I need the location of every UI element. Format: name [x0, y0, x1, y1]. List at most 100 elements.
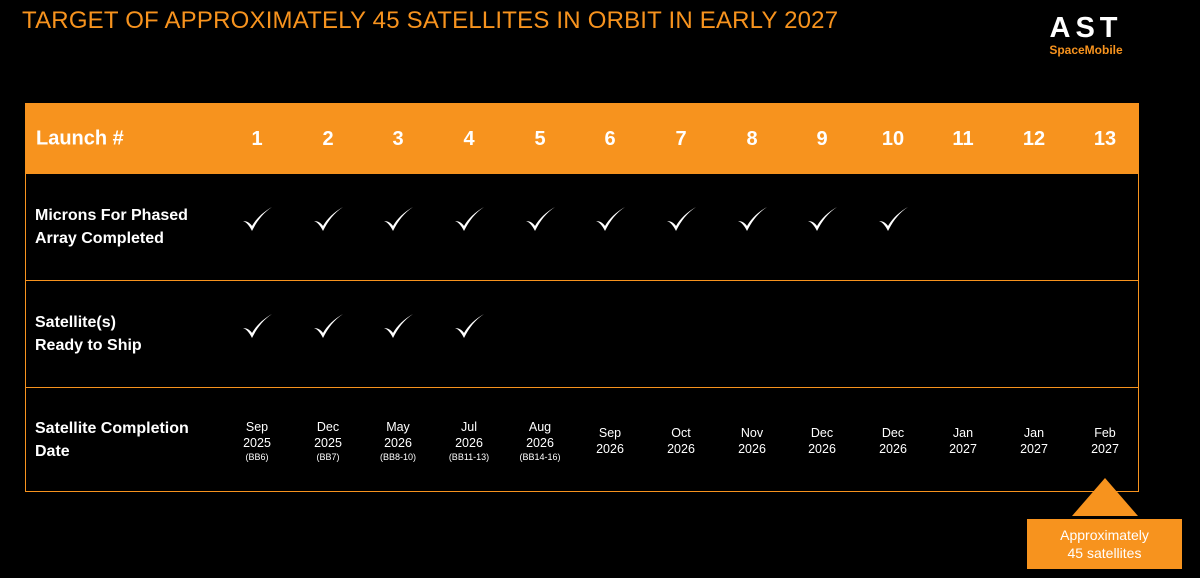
- date-year: 2026: [738, 442, 766, 456]
- launch-number: 1: [251, 127, 263, 150]
- checkmark-icon: [314, 314, 343, 338]
- completion-date-cell: Nov 2026: [717, 387, 787, 493]
- ready-to-ship-row-label: Satellite(s) Ready to Ship: [35, 314, 142, 354]
- launch-number-cell: 5: [505, 104, 575, 174]
- check-cell: [999, 174, 1069, 280]
- ready-to-ship-row: Satellite(s) Ready to Ship: [26, 281, 1138, 388]
- check-cell: [363, 174, 433, 280]
- checkmark-icon: [808, 207, 837, 231]
- launch-number-cell: 8: [717, 104, 787, 174]
- microns-row-label: Microns For Phased Array Completed: [35, 207, 188, 247]
- date-month: Dec: [316, 419, 340, 434]
- approx-satellites-callout: Approximately 45 satellites: [1027, 519, 1182, 569]
- logo-subtitle: SpaceMobile: [1049, 43, 1123, 57]
- launch-number-cell: 2: [293, 104, 363, 174]
- completion-date-cell: Dec 2026: [858, 387, 928, 493]
- launch-number-cell: 1: [222, 104, 292, 174]
- check-cell: [858, 174, 928, 280]
- date-month: Jan: [952, 426, 974, 440]
- completion-date-cell: Dec 2026: [787, 387, 857, 493]
- date-month: Oct: [671, 426, 691, 440]
- completion-date-row: Satellite Completion Date Sep 2025 (BB6) De…: [26, 387, 1138, 493]
- completion-date-cell: Feb 2027: [1070, 387, 1140, 493]
- page-title: TARGET OF APPROXIMATELY 45 SATELLITES IN…: [22, 7, 839, 34]
- date-satellites: (BB14-16): [519, 451, 561, 462]
- completion-date-cell: Sep 2025 (BB6): [222, 387, 292, 493]
- date-year: 2027: [1020, 442, 1048, 456]
- launch-schedule-table: Launch # 1 2 3 4 5 6 7 8 9 10 11 12 13 Microns For P…: [25, 103, 1139, 492]
- launch-header-label: Launch #: [36, 127, 124, 150]
- logo-mark: AST: [1049, 12, 1123, 44]
- launch-number: 13: [1093, 127, 1117, 150]
- date-year: 2026: [596, 442, 624, 456]
- date-month: Jan: [1023, 426, 1045, 440]
- date-year: 2026: [808, 442, 836, 456]
- checkmark-icon: [738, 207, 767, 231]
- check-cell: [1070, 174, 1140, 280]
- microns-row: Microns For Phased Array Completed: [26, 174, 1138, 281]
- date-year: 2026: [879, 442, 907, 456]
- check-cell: [646, 281, 716, 387]
- date-year: 2027: [1091, 442, 1119, 456]
- check-cell: [928, 281, 998, 387]
- checkmark-icon: [667, 207, 696, 231]
- check-cell: [717, 281, 787, 387]
- launch-number: 4: [463, 127, 475, 150]
- checkmark-icon: [455, 314, 484, 338]
- launch-number-cell: 3: [363, 104, 433, 174]
- check-cell: [222, 281, 292, 387]
- header-row: Launch # 1 2 3 4 5 6 7 8 9 10 11 12 13: [26, 104, 1138, 174]
- launch-number: 2: [322, 127, 334, 150]
- check-cell: [505, 281, 575, 387]
- launch-number: 5: [534, 127, 546, 150]
- launch-number-cell: 10: [858, 104, 928, 174]
- check-cell: [787, 281, 857, 387]
- check-cell: [928, 174, 998, 280]
- date-year: 2026: [455, 435, 483, 450]
- launch-number: 3: [392, 127, 404, 150]
- check-cell: [222, 174, 292, 280]
- launch-number-cell: 13: [1070, 104, 1140, 174]
- completion-date-cell: May 2026 (BB8-10): [363, 387, 433, 493]
- launch-number-cell: 4: [434, 104, 504, 174]
- date-satellites: (BB8-10): [379, 451, 416, 462]
- check-cell: [858, 281, 928, 387]
- check-cell: [787, 174, 857, 280]
- check-cell: [575, 281, 645, 387]
- date-year: 2027: [949, 442, 977, 456]
- date-year: 2026: [384, 435, 412, 450]
- checkmark-icon: [526, 207, 555, 231]
- checkmark-icon: [243, 314, 272, 338]
- date-month: Sep: [598, 426, 622, 440]
- launch-number: 7: [675, 127, 687, 150]
- date-month: Nov: [740, 426, 764, 440]
- completion-date-cell: Jul 2026 (BB11-13): [434, 387, 504, 493]
- check-cell: [717, 174, 787, 280]
- launch-number: 12: [1022, 127, 1046, 150]
- date-satellites: (BB7): [316, 451, 340, 462]
- completion-date-cell: Aug 2026 (BB14-16): [505, 387, 575, 493]
- checkmark-icon: [384, 207, 413, 231]
- launch-number-cell: 6: [575, 104, 645, 174]
- completion-date-cell: Jan 2027: [999, 387, 1069, 493]
- date-satellites: (BB6): [245, 451, 269, 462]
- date-month: Sep: [245, 419, 269, 434]
- checkmark-icon: [384, 314, 413, 338]
- launch-number: 10: [881, 127, 905, 150]
- launch-number-cell: 12: [999, 104, 1069, 174]
- completion-date-cell: Sep 2026: [575, 387, 645, 493]
- company-logo: AST SpaceMobile: [1036, 12, 1136, 58]
- completion-date-cell: Dec 2025 (BB7): [293, 387, 363, 493]
- checkmark-icon: [455, 207, 484, 231]
- check-cell: [505, 174, 575, 280]
- date-month: Dec: [810, 426, 834, 440]
- date-month: May: [386, 419, 410, 434]
- launch-number: 6: [604, 127, 616, 150]
- check-cell: [1070, 281, 1140, 387]
- completion-date-cell: Jan 2027: [928, 387, 998, 493]
- date-year: 2025: [314, 435, 342, 450]
- completion-date-row-label: Satellite Completion Date: [35, 420, 189, 460]
- date-month: Jul: [461, 419, 477, 434]
- checkmark-icon: [314, 207, 343, 231]
- date-month: Feb: [1094, 426, 1116, 440]
